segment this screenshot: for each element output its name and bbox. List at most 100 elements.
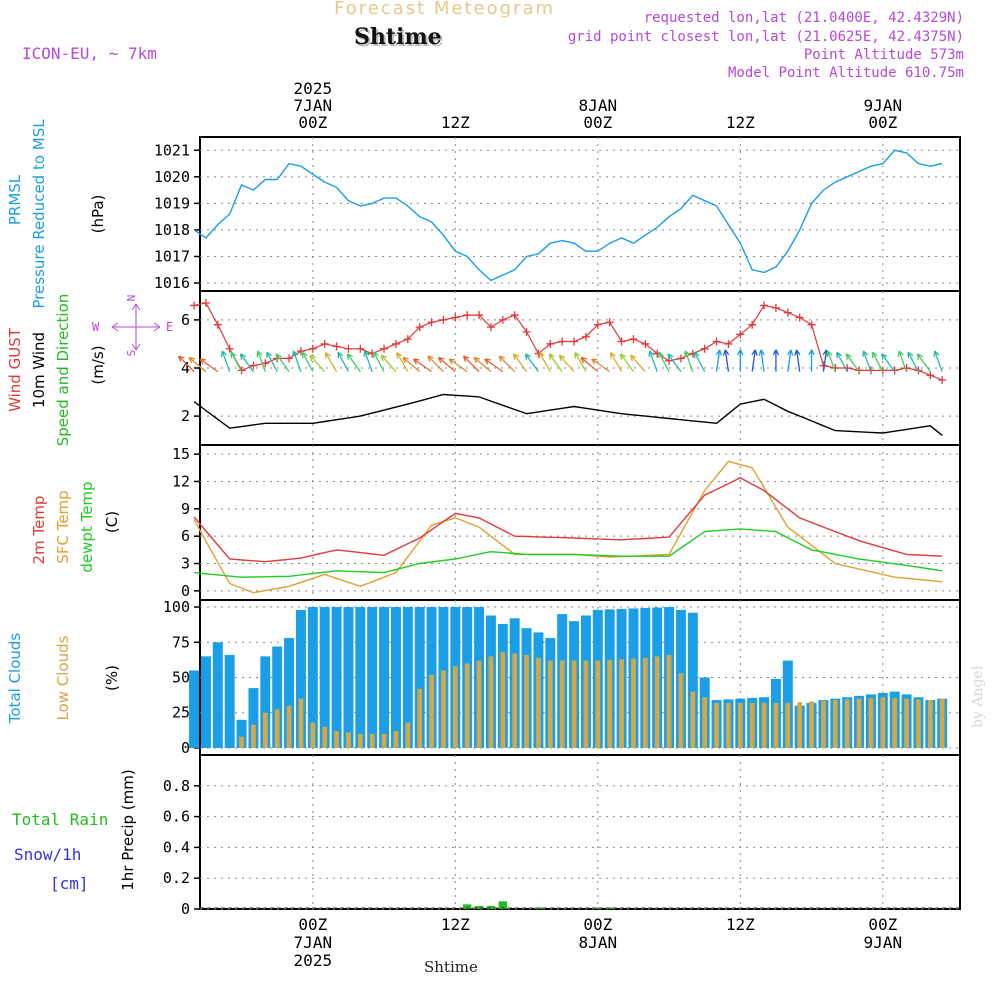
gust-marker-35: [605, 318, 614, 327]
low-cloud-bar-28: [524, 654, 529, 748]
compass-west: W: [92, 320, 100, 334]
low-cloud-bar-8: [286, 705, 292, 748]
low-cloud-bar-59: [892, 697, 898, 748]
info-line-3: Point Altitude 573m: [803, 47, 964, 63]
wind-arrow-26: [484, 358, 504, 373]
ytick-label-pressure-1018: 1018: [154, 221, 190, 239]
top-axis-label-12-0: 12Z: [441, 113, 470, 132]
label-wind-gust: Wind GUST: [6, 327, 24, 412]
panel-frame-pressure: [199, 136, 961, 292]
wind-arrow-20: [412, 358, 432, 373]
low-cloud-bar-37: [631, 658, 636, 748]
gust-marker-38: [641, 339, 650, 348]
top-axis-label-0-2: 00Z: [298, 113, 327, 132]
bottom-axis-label-48-1: 9JAN: [864, 933, 903, 952]
wind-arrow-57: [862, 350, 872, 372]
chart-title: Forecast Meteogram: [334, 0, 556, 19]
total-cloud-bar-3: [224, 654, 235, 748]
low-cloud-bar-50: [785, 702, 791, 748]
label-total-rain: Total Rain: [12, 810, 108, 829]
label-hpa: (hPa): [89, 195, 107, 234]
wind-arrow-6: [256, 350, 266, 372]
wind-arrow-1: [188, 356, 207, 373]
wind-arrow-34: [580, 356, 599, 373]
low-cloud-bar-33: [583, 660, 589, 748]
wind-arrow-50: [786, 349, 794, 372]
gust-marker-18: [403, 335, 412, 344]
gust-marker-0: [190, 301, 199, 310]
ytick-label-temp-0: 0: [181, 582, 190, 600]
wind-arrow-40: [658, 351, 670, 372]
low-cloud-bar-30: [547, 660, 553, 748]
low-cloud-bar-23: [464, 663, 470, 748]
wind-arrow-42: [684, 350, 694, 372]
wind-arrow-41: [667, 353, 682, 372]
low-cloud-bar-32: [571, 660, 577, 748]
ytick-label-pressure-1016: 1016: [154, 274, 190, 292]
top-axis-label-24-0: 8JAN: [579, 96, 618, 115]
gust-marker-36: [617, 337, 626, 346]
gust-marker-34: [593, 320, 602, 329]
low-cloud-bar-27: [512, 653, 518, 748]
top-axis-label-36-0: 12Z: [726, 113, 755, 132]
gust-marker-37: [629, 335, 638, 344]
info-line-4: Model Point Altitude 610.75m: [727, 65, 964, 81]
info-line-1: requested lon,lat (21.0400E, 42.4329N): [643, 10, 964, 26]
ytick-label-precip-0.8: 0.8: [163, 777, 190, 795]
wind-arrow-24: [462, 355, 480, 373]
total-cloud-bar-1: [200, 656, 211, 748]
low-cloud-bar-42: [690, 691, 696, 748]
gust-marker-2: [213, 320, 222, 329]
gust-marker-46: [736, 330, 745, 339]
wind-arrow-29: [524, 353, 539, 372]
gust-marker-21: [439, 315, 448, 324]
compass-south: S: [125, 350, 138, 357]
low-cloud-bar-44: [714, 702, 719, 748]
label-ms: (m/s): [89, 345, 107, 384]
low-cloud-bar-58: [880, 697, 886, 748]
low-cloud-bar-6: [262, 712, 268, 748]
wind-arrow-54: [826, 350, 836, 372]
wind-arrow-61: [907, 351, 920, 372]
low-cloud-bar-60: [904, 698, 909, 748]
gust-marker-52: [807, 320, 816, 329]
wind-arrow-55: [836, 351, 848, 372]
total-cloud-bar-2: [212, 642, 223, 748]
wind-arrow-19: [402, 356, 421, 373]
gust-marker-63: [938, 376, 947, 385]
wind-arrow-22: [437, 356, 456, 373]
low-cloud-bar-62: [927, 700, 933, 748]
wind-arrow-10: [301, 351, 314, 372]
ytick-label-temp-9: 9: [181, 500, 190, 518]
label-dewpt-temp: dewpt Temp: [78, 481, 96, 572]
low-cloud-bar-4: [239, 736, 244, 748]
gust-marker-22: [451, 313, 460, 322]
low-cloud-bar-16: [381, 733, 387, 748]
total-cloud-bar-12: [331, 607, 342, 748]
gust-marker-23: [463, 311, 472, 320]
low-cloud-bar-12: [334, 731, 339, 748]
gust-marker-45: [724, 339, 733, 348]
low-cloud-bar-51: [797, 702, 803, 748]
ytick-label-clouds-100: 100: [163, 598, 190, 616]
total-cloud-bar-8: [284, 638, 295, 748]
wind-arrow-11: [309, 354, 326, 373]
total-cloud-bar-4: [236, 719, 247, 748]
wind-arrow-5: [239, 353, 254, 372]
low-cloud-bar-25: [488, 656, 494, 748]
low-cloud-bar-5: [251, 724, 256, 748]
low-cloud-bar-9: [298, 698, 304, 748]
bottom-axis-label-0-1: 7JAN: [294, 933, 333, 952]
wind-arrow-3: [220, 350, 231, 372]
wind-arrow-37: [619, 353, 634, 372]
total-cloud-bar-14: [355, 607, 366, 748]
pressure-series-line: [193, 149, 943, 282]
wind-arrow-56: [845, 353, 860, 372]
gust-marker-32: [570, 337, 579, 346]
gust-marker-51: [795, 313, 804, 322]
gust-marker-30: [546, 339, 555, 348]
low-cloud-bar-52: [809, 701, 814, 748]
ytick-label-clouds-75: 75: [172, 633, 190, 651]
wind-arrow-35: [591, 358, 611, 373]
low-cloud-bar-19: [417, 688, 423, 748]
